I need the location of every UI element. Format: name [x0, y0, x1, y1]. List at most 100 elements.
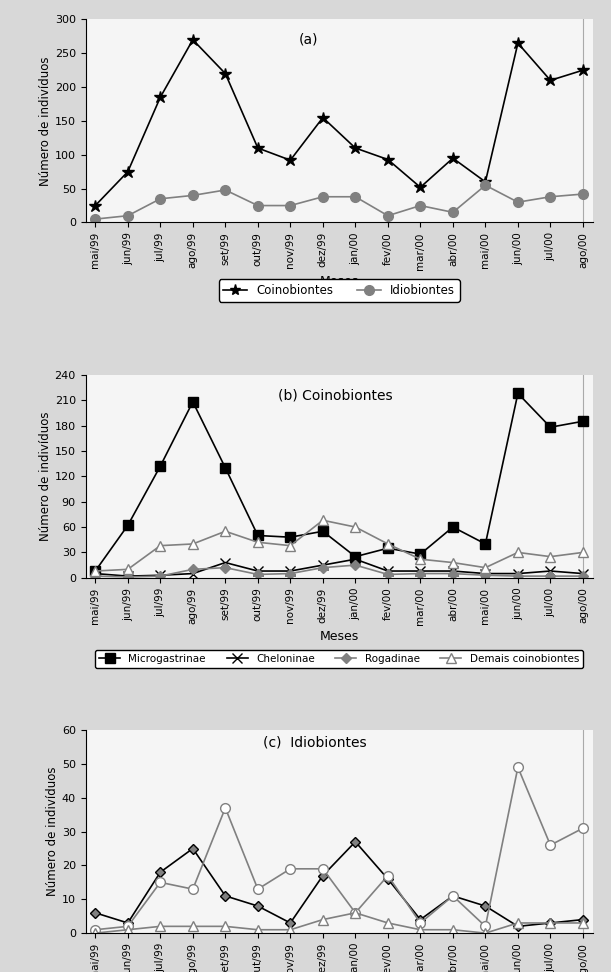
Coinobiontes: [417, 182, 424, 193]
Idiobiontes: [481, 180, 489, 191]
Hormiinae: [222, 920, 229, 932]
Demais coinobiontes: [92, 565, 99, 576]
Cheloninae: [417, 565, 424, 576]
Hormiinae: [254, 924, 262, 936]
Demais coinobiontes: [189, 538, 197, 550]
Demais coinobiontes: [124, 564, 131, 575]
Braconinae: [514, 920, 522, 932]
Braconinae: [287, 918, 294, 929]
Line: Braconinae: Braconinae: [92, 838, 587, 930]
Doryctinae: [417, 918, 424, 929]
Rogadinae: [417, 568, 424, 579]
Rogadinae: [124, 572, 131, 583]
Microgastrinae: [254, 530, 262, 541]
Line: Idiobiontes: Idiobiontes: [90, 181, 588, 224]
Demais coinobiontes: [319, 514, 326, 526]
Cheloninae: [352, 553, 359, 565]
Braconinae: [481, 900, 489, 912]
Text: (a): (a): [299, 33, 318, 47]
Doryctinae: [222, 802, 229, 814]
Hormiinae: [547, 918, 554, 929]
Doryctinae: [579, 822, 587, 834]
Hormiinae: [579, 918, 587, 929]
Line: Doryctinae: Doryctinae: [90, 762, 588, 935]
Braconinae: [189, 843, 197, 854]
Demais coinobiontes: [156, 539, 164, 551]
Microgastrinae: [579, 415, 587, 427]
Y-axis label: Número de indivíduos: Número de indivíduos: [38, 411, 52, 541]
Doryctinae: [156, 877, 164, 888]
Cheloninae: [319, 559, 326, 571]
Braconinae: [254, 900, 262, 912]
Microgastrinae: [92, 565, 99, 576]
Hormiinae: [319, 914, 326, 925]
Demais coinobiontes: [222, 526, 229, 538]
Idiobiontes: [287, 199, 294, 211]
X-axis label: Meses: Meses: [320, 275, 359, 288]
Idiobiontes: [579, 189, 587, 200]
Coinobiontes: [384, 154, 392, 165]
Line: Microgastrinae: Microgastrinae: [90, 389, 588, 575]
Idiobiontes: [514, 196, 522, 208]
Microgastrinae: [222, 462, 229, 473]
Idiobiontes: [449, 206, 456, 218]
Line: Coinobiontes: Coinobiontes: [89, 33, 589, 212]
Braconinae: [156, 866, 164, 878]
Braconinae: [449, 890, 456, 902]
Microgastrinae: [417, 548, 424, 560]
Rogadinae: [92, 571, 99, 582]
Rogadinae: [222, 562, 229, 573]
Microgastrinae: [352, 551, 359, 563]
Rogadinae: [481, 570, 489, 581]
Doryctinae: [189, 884, 197, 895]
Hormiinae: [189, 920, 197, 932]
Microgastrinae: [384, 542, 392, 554]
Demais coinobiontes: [287, 539, 294, 551]
Cheloninae: [579, 568, 587, 579]
Demais coinobiontes: [547, 551, 554, 563]
Demais coinobiontes: [352, 521, 359, 533]
Idiobiontes: [352, 191, 359, 202]
Coinobiontes: [319, 112, 326, 123]
Idiobiontes: [189, 190, 197, 201]
Cheloninae: [449, 565, 456, 576]
Idiobiontes: [254, 199, 262, 211]
Braconinae: [417, 914, 424, 925]
Demais coinobiontes: [384, 538, 392, 550]
Coinobiontes: [449, 153, 456, 164]
Cheloninae: [547, 565, 554, 576]
Rogadinae: [352, 559, 359, 571]
Doryctinae: [254, 884, 262, 895]
Braconinae: [352, 836, 359, 848]
Cheloninae: [254, 565, 262, 576]
Coinobiontes: [579, 64, 587, 76]
Demais coinobiontes: [514, 546, 522, 558]
Braconinae: [319, 870, 326, 882]
Hormiinae: [124, 924, 131, 936]
Braconinae: [222, 890, 229, 902]
Doryctinae: [287, 863, 294, 875]
Doryctinae: [449, 890, 456, 902]
Cheloninae: [92, 568, 99, 579]
Cheloninae: [514, 568, 522, 579]
Microgastrinae: [514, 388, 522, 399]
Line: Rogadinae: Rogadinae: [92, 562, 587, 580]
Demais coinobiontes: [417, 553, 424, 565]
Doryctinae: [514, 761, 522, 773]
Idiobiontes: [319, 191, 326, 202]
Idiobiontes: [547, 191, 554, 202]
Coinobiontes: [547, 75, 554, 87]
Braconinae: [124, 918, 131, 929]
Hormiinae: [449, 924, 456, 936]
Coinobiontes: [514, 37, 522, 49]
Text: (b) Coinobiontes: (b) Coinobiontes: [278, 388, 393, 402]
Doryctinae: [547, 839, 554, 850]
Demais coinobiontes: [254, 537, 262, 548]
Braconinae: [384, 873, 392, 885]
Rogadinae: [319, 562, 326, 573]
Idiobiontes: [156, 193, 164, 205]
Idiobiontes: [384, 210, 392, 222]
Idiobiontes: [92, 213, 99, 225]
Doryctinae: [319, 863, 326, 875]
Cheloninae: [189, 568, 197, 579]
